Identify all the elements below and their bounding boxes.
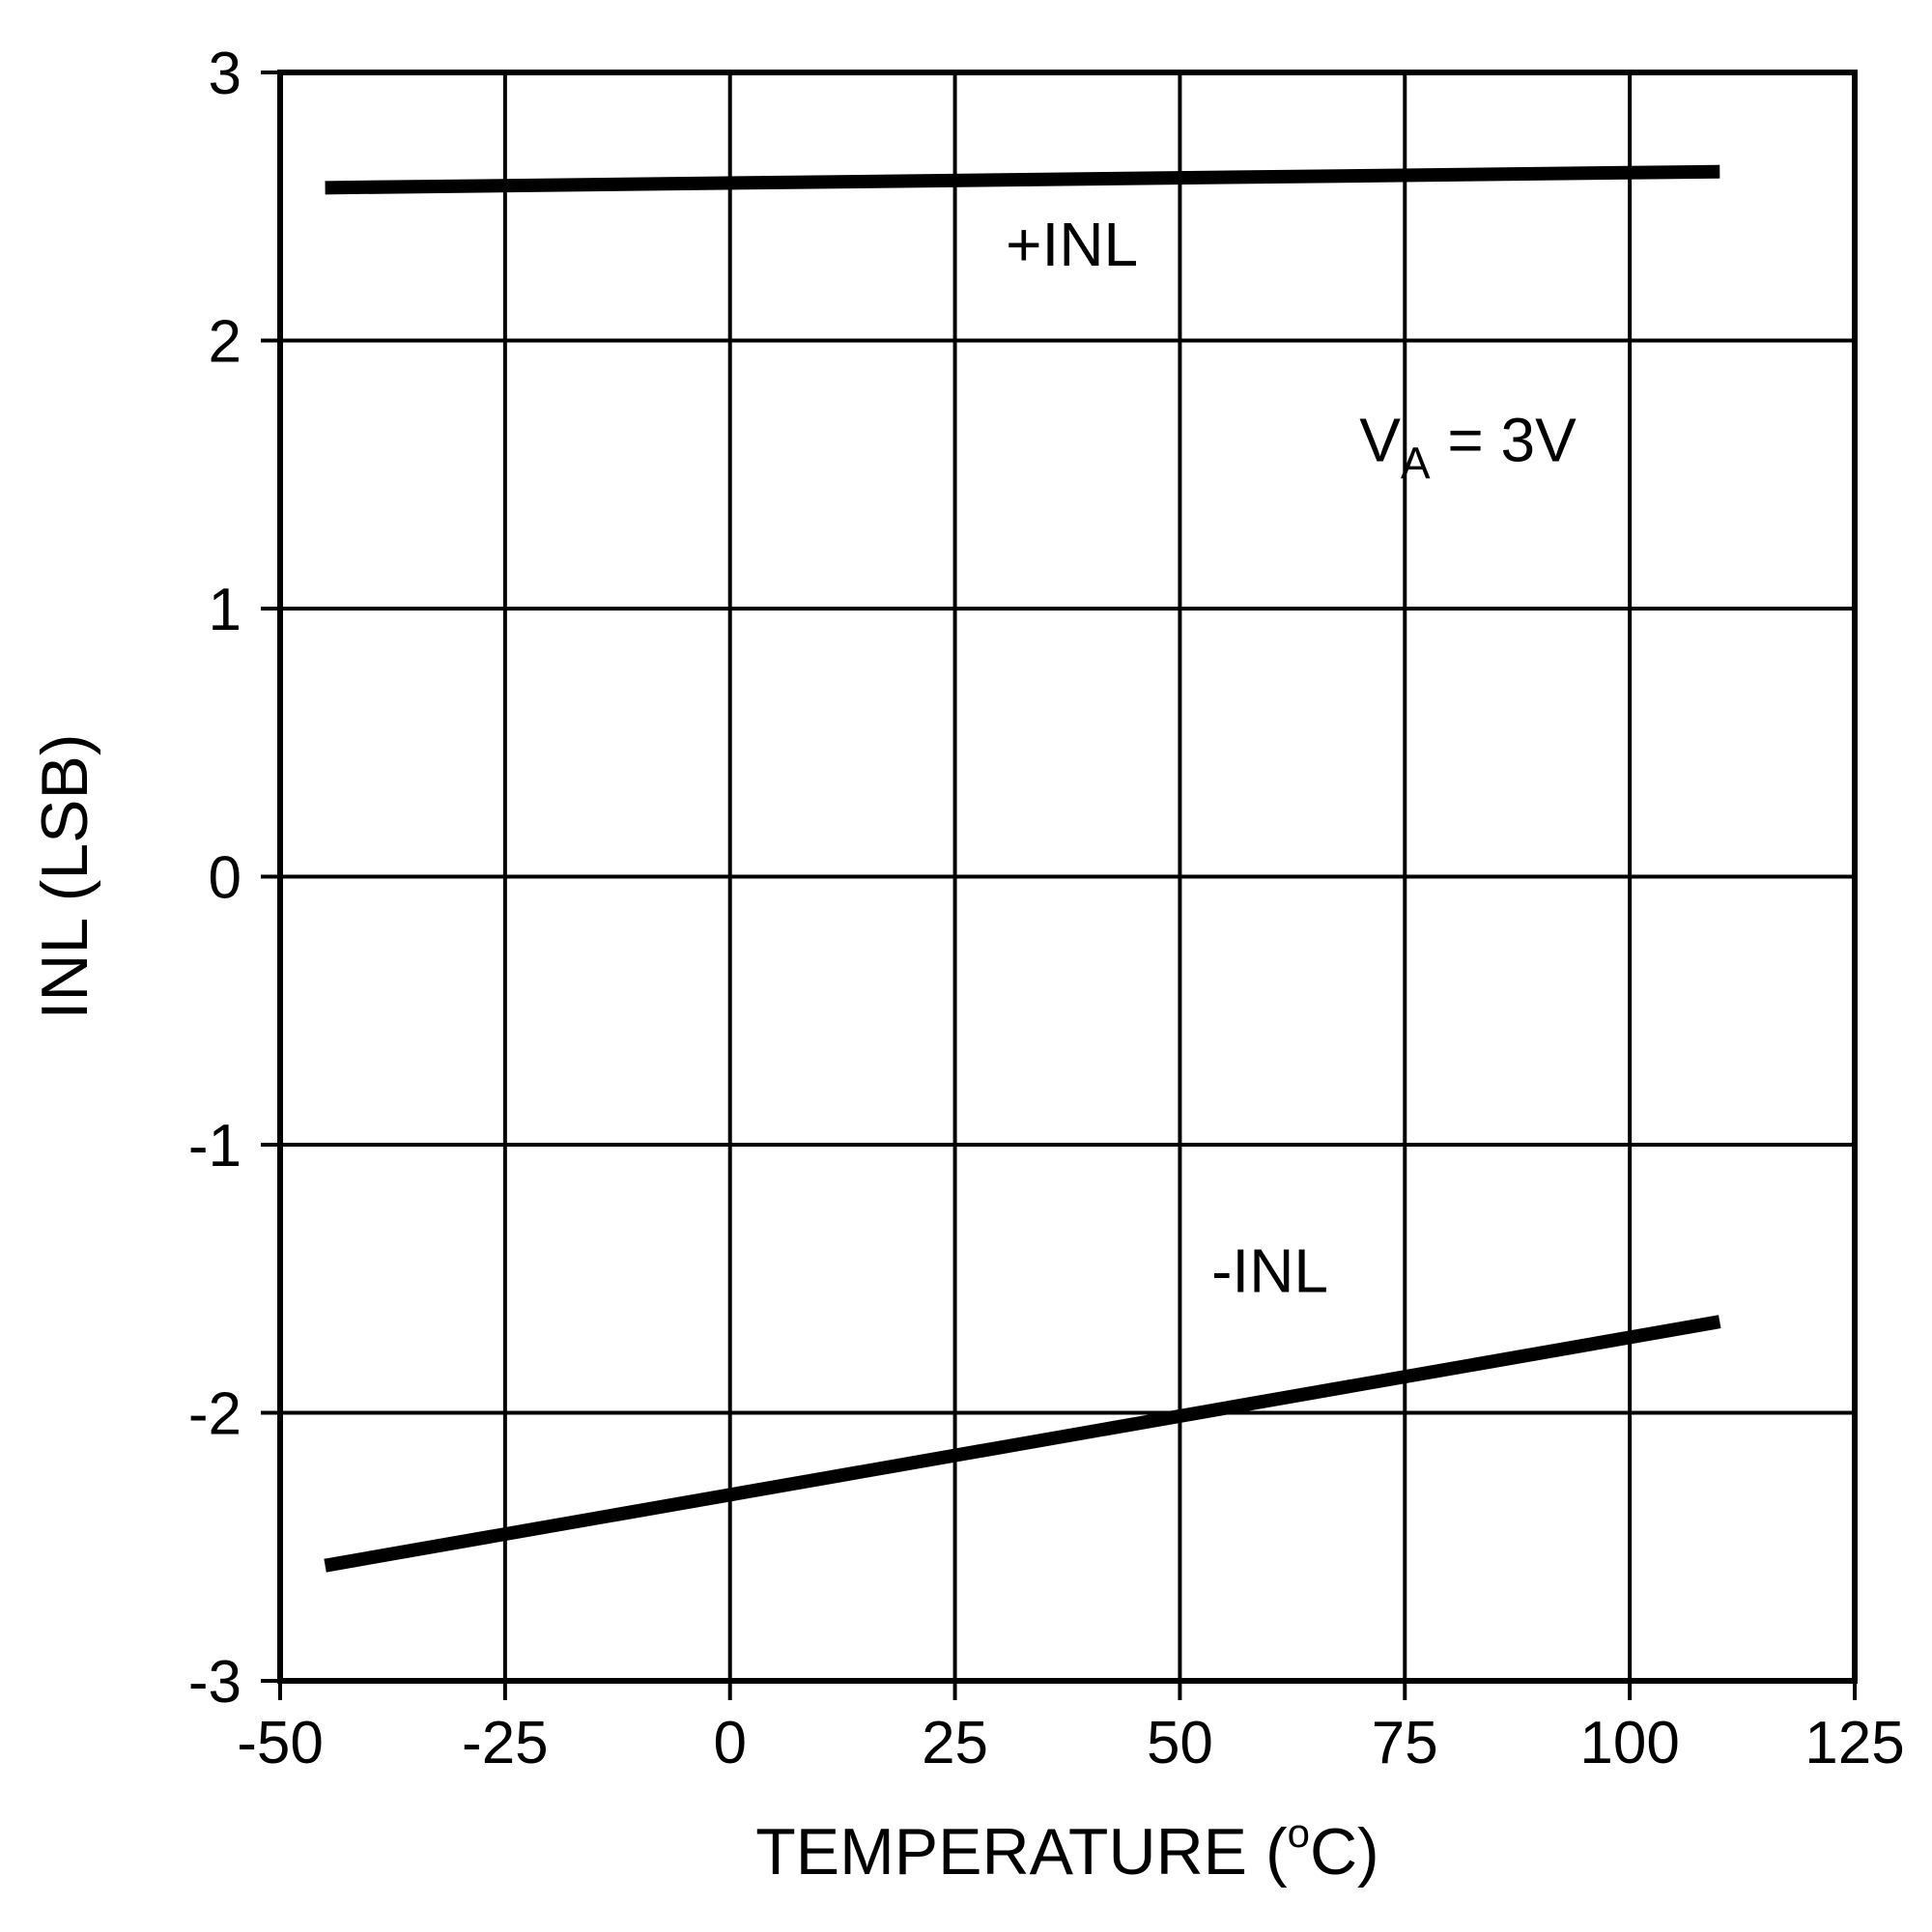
y-tick-label: 1 xyxy=(209,577,242,643)
x-tick-label: 50 xyxy=(1147,1710,1213,1776)
y-axis-label: INL (LSB) xyxy=(28,733,101,1019)
y-tick-label: -1 xyxy=(188,1113,242,1179)
x-tick-label: -50 xyxy=(237,1710,324,1776)
x-tick-label: 75 xyxy=(1372,1710,1438,1776)
x-tick-label: -25 xyxy=(462,1710,549,1776)
y-tick-label: -3 xyxy=(188,1649,242,1716)
x-tick-label: 125 xyxy=(1804,1710,1904,1776)
y-tick-label: -2 xyxy=(188,1381,242,1448)
x-tick-label: 25 xyxy=(922,1710,988,1776)
chart-container: -50 -25 0 25 50 75 100 125 -3 -2 -1 0 1 2 3 TEMPERATURE… xyxy=(0,0,1932,1932)
series-label: -INL xyxy=(1211,1236,1328,1306)
x-axis-label: TEMPERATURE (oC) xyxy=(755,1810,1378,1889)
x-tick-label: 100 xyxy=(1579,1710,1679,1776)
y-tick-label: 3 xyxy=(209,41,242,107)
inl-chart: -50 -25 0 25 50 75 100 125 -3 -2 -1 0 1 2 3 TEMPERATURE… xyxy=(0,0,1932,1932)
x-tick-label: 0 xyxy=(713,1710,746,1776)
series-label: +INL xyxy=(1006,210,1138,279)
y-tick-label: 0 xyxy=(209,845,242,912)
y-tick-label: 2 xyxy=(209,309,242,376)
